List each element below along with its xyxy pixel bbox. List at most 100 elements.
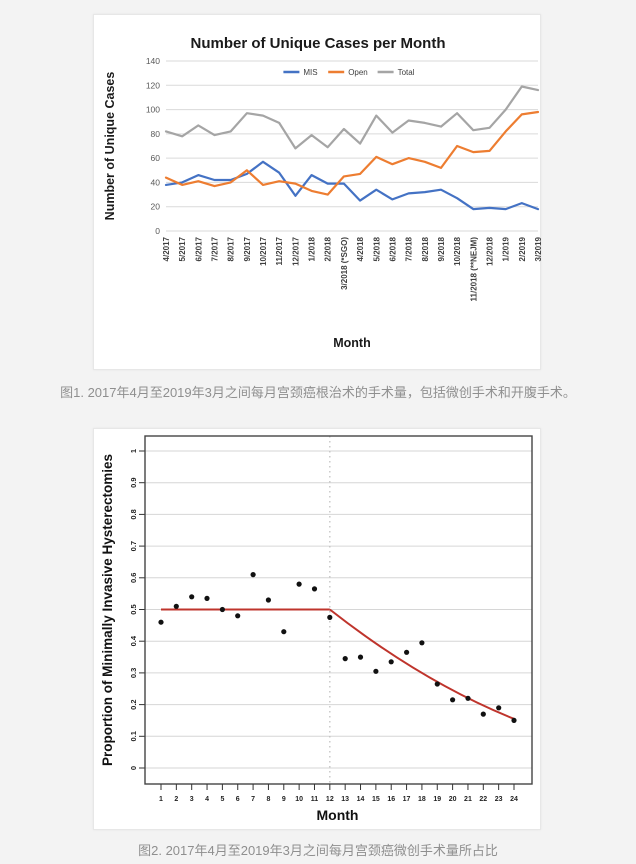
unique-cases-line-chart: Number of Unique Cases per Month 0 20 40 60 8… <box>103 35 542 350</box>
scatter-point <box>158 619 164 625</box>
x-tick-label: 24 <box>510 796 518 803</box>
x-category-label: 10/2018 <box>453 236 462 265</box>
figure1-caption: 图1. 2017年4月至2019年3月之间每月宫颈癌根治术的手术量，包括微创手术… <box>60 385 576 400</box>
x-tick-label: 18 <box>418 796 426 803</box>
chart2-xlabel: Month <box>317 807 359 823</box>
y-tick-label: 80 <box>151 129 161 139</box>
x-category-label: 4/2017 <box>162 236 171 261</box>
x-category-label: 6/2018 <box>388 236 397 261</box>
scatter-point <box>450 697 456 703</box>
x-category-label: 5/2018 <box>372 236 381 261</box>
scatter-point <box>281 629 287 635</box>
x-category-label: 1/2019 <box>502 236 511 261</box>
y-tick-label: 0.8 <box>129 509 138 519</box>
y-tick-label: 0.1 <box>129 731 138 741</box>
x-category-label: 8/2017 <box>227 236 236 261</box>
trend-decline-segment <box>329 608 515 720</box>
mis-proportion-scatter-chart: 00.10.20.30.40.50.60.70.80.911 2 3 4 5 6 7 8 9 10… <box>100 435 533 823</box>
y-tick-label: 0.9 <box>129 477 138 487</box>
y-tick-label: 0.3 <box>129 668 138 678</box>
x-category-label: 8/2018 <box>421 236 430 261</box>
x-tick-label: 11 <box>311 796 319 803</box>
x-tick-label: 10 <box>295 796 303 803</box>
y-tick-label: 40 <box>151 177 161 187</box>
y-tick-label: 20 <box>151 202 161 212</box>
y-tick-label: 140 <box>146 56 160 66</box>
scatter-point <box>342 656 348 662</box>
x-tick-label: 5 <box>220 796 224 803</box>
scatter-point <box>404 649 410 655</box>
chart1-xlabel: Month <box>333 336 370 350</box>
scatter-point <box>480 711 486 717</box>
x-category-label: 10/2017 <box>259 236 268 265</box>
figure2-panel: 0 0.1 0.2 0.3 0.4 0.5 0.6 0.7 0.8 0.9 1 1 2 3 4 5 6 7 8 9 10… <box>93 428 541 830</box>
scatter-point <box>265 597 271 603</box>
y-tick-label: 0.6 <box>129 573 138 583</box>
y-tick-label: 60 <box>151 153 161 163</box>
scatter-point <box>511 717 517 723</box>
scatter-point <box>327 614 333 620</box>
x-tick-label: 6 <box>236 796 240 803</box>
y-tick-label: 120 <box>146 80 160 90</box>
x-tick-label: 12 <box>326 796 334 803</box>
x-category-label: 9/2018 <box>437 236 446 261</box>
x-category-label: 4/2018 <box>356 236 365 261</box>
y-tick-label: 0 <box>155 226 160 236</box>
x-category-label: 2/2018 <box>324 236 333 261</box>
scatter-point <box>189 594 195 600</box>
x-tick-label: 1 <box>159 796 163 803</box>
scatter-point <box>311 586 318 592</box>
x-category-label: 7/2018 <box>405 236 414 261</box>
y-tick-label: 100 <box>146 105 160 115</box>
x-tick-label: 20 <box>449 796 457 803</box>
x-category-label: 5/2017 <box>178 236 187 261</box>
y-tick-label: 0.2 <box>129 699 138 709</box>
legend-label-total: Total <box>398 68 415 77</box>
chart1-ylabel: Number of Unique Cases <box>103 72 117 221</box>
series-open <box>164 110 540 196</box>
chart2-ylabel: Proportion of Minimally Invasive Hystere… <box>100 454 115 766</box>
x-tick-label: 2 <box>174 796 178 803</box>
x-category-label: 11/2017 <box>275 236 284 265</box>
scatter-point <box>235 613 241 619</box>
x-category-label: 12/2017 <box>291 236 300 265</box>
scatter-point <box>373 668 379 674</box>
figure1-panel: Number of Unique Cases per Month 0 20 40 60 8… <box>93 14 542 370</box>
x-tick-label: 19 <box>433 796 441 803</box>
y-tick-label: 0.5 <box>129 604 138 614</box>
x-tick-label: 15 <box>372 796 380 803</box>
x-category-label: 9/2017 <box>243 236 252 261</box>
x-tick-label: 7 <box>251 796 255 803</box>
x-tick-label: 14 <box>357 796 365 803</box>
x-tick-label: 3 <box>190 796 194 803</box>
x-tick-label: 17 <box>403 796 411 803</box>
plot-box-border <box>144 435 533 785</box>
scatter-point <box>204 595 210 601</box>
x-tick-label: 21 <box>464 796 472 803</box>
scatter-point <box>388 659 394 665</box>
chart1-title: Number of Unique Cases per Month <box>190 35 445 52</box>
figure2-caption: 图2. 2017年4月至2019年3月之间每月宫颈癌微创手术量所占比 <box>138 843 498 858</box>
legend-label-open: Open <box>348 68 368 77</box>
y-tick-label: 1 <box>129 449 138 453</box>
x-tick-label: 16 <box>387 796 395 803</box>
y-tick-label: 0.7 <box>129 541 138 551</box>
x-category-label: 12/2018 <box>485 236 494 265</box>
x-tick-label: 22 <box>479 796 487 803</box>
scatter-point <box>465 695 471 701</box>
x-tick-label: 13 <box>341 796 349 803</box>
x-tick-label: 4 <box>205 796 209 803</box>
y-tick-label: 0.4 <box>129 635 138 646</box>
series-total <box>164 85 540 150</box>
x-category-label: 3/2019 <box>534 236 542 261</box>
y-tick-label: 0 <box>129 766 138 770</box>
x-tick-label: 8 <box>266 796 270 803</box>
x-category-label: 11/2018 (**NEJM) <box>469 237 478 302</box>
x-category-label: 3/2018 (*SGO) <box>340 237 349 290</box>
x-tick-label: 9 <box>282 796 286 803</box>
scatter-point <box>419 640 425 646</box>
x-category-label: 2/2019 <box>518 236 527 261</box>
scatter-point <box>250 572 256 578</box>
scatter-point <box>434 681 440 687</box>
